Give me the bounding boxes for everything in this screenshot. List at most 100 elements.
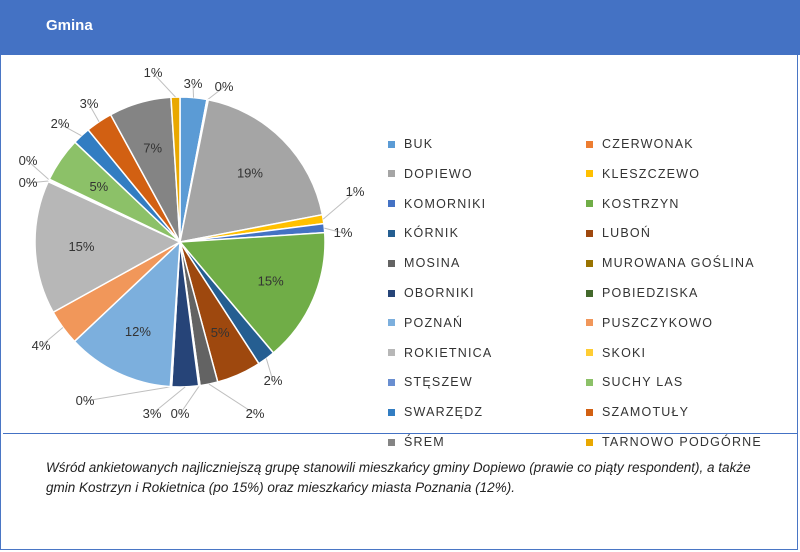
- legend-item: STĘSZEW: [388, 373, 473, 391]
- legend-item: ROKIETNICA: [388, 344, 492, 362]
- legend-label: TARNOWO PODGÓRNE: [602, 435, 762, 449]
- slice-label: 0%: [19, 153, 38, 168]
- legend-item: KOMORNIKI: [388, 195, 486, 213]
- leader-line: [192, 83, 195, 98]
- legend-label: SZAMOTUŁY: [602, 405, 690, 420]
- slice-label: 15%: [258, 274, 284, 289]
- chart-area: 3% 0% 19% 1% 1% 15% 2% 5% 2% 0% 3% 0% 12% 4% 15% 0% 0% 5%…: [3, 55, 797, 449]
- legend-swatch: [586, 200, 593, 208]
- pie-chart: 3% 0% 19% 1% 1% 15% 2% 5% 2% 0% 3% 0% 12% 4% 15% 0% 0% 5%…: [19, 65, 365, 421]
- leader-line: [152, 72, 176, 98]
- legend-swatch: [586, 229, 593, 237]
- legend-swatch: [388, 229, 395, 237]
- legend-label: DOPIEWO: [404, 166, 473, 181]
- legend-swatch: [388, 349, 395, 357]
- legend-item: MOSINA: [388, 254, 461, 272]
- legend-swatch: [586, 259, 593, 267]
- legend-label: KÓRNIK: [404, 226, 460, 241]
- legend-label: MUROWANA GOŚLINA: [602, 256, 755, 271]
- legend-swatch: [388, 259, 395, 267]
- legend-label: POZNAŃ: [404, 315, 464, 330]
- legend-item: DOPIEWO: [388, 165, 473, 183]
- legend-swatch: [586, 289, 593, 297]
- legend-swatch: [586, 438, 593, 446]
- leader-line: [265, 358, 274, 382]
- pie-slice-dopiewo: [179, 98, 324, 243]
- legend-swatch: [388, 200, 395, 208]
- leader-line: [59, 123, 82, 137]
- pie-slice-kostrzyn: [178, 231, 326, 354]
- legend-swatch: [586, 408, 593, 416]
- legend-swatch: [586, 378, 593, 386]
- legend-item: LUBOŃ: [586, 224, 651, 242]
- leader-line: [151, 386, 186, 415]
- slice-label: 7%: [143, 140, 162, 155]
- legend-label: ŚREM: [404, 435, 445, 449]
- slice-label: 0%: [215, 79, 234, 94]
- leader-line: [88, 103, 100, 122]
- legend-label: SUCHY LAS: [602, 375, 684, 390]
- legend-swatch: [388, 140, 395, 148]
- legend-label: KOMORNIKI: [404, 196, 487, 211]
- slice-label: 5%: [211, 325, 230, 340]
- legend-swatch: [586, 349, 593, 357]
- legend-label: BUK: [404, 137, 434, 151]
- legend-swatch: [586, 140, 593, 148]
- legend-item: KOSTRZYN: [586, 195, 680, 213]
- legend-swatch: [586, 319, 593, 327]
- legend-swatch: [388, 438, 395, 446]
- legend-item: TARNOWO PODGÓRNE: [586, 433, 762, 451]
- slice-label: 3%: [80, 96, 99, 111]
- pie-slice-rokietnica: [34, 180, 182, 314]
- legend-item: OBORNIKI: [388, 284, 475, 302]
- leader-line: [84, 386, 172, 402]
- slice-label: 0%: [171, 406, 190, 421]
- legend-item: POBIEDZISKA: [586, 284, 699, 302]
- leader-line: [27, 160, 50, 181]
- slice-label: 12%: [125, 324, 151, 339]
- legend-label: PUSZCZYKOWO: [602, 315, 714, 330]
- slice-label: 1%: [144, 65, 163, 80]
- legend-swatch: [388, 319, 395, 327]
- legend-item: SWARZĘDZ: [388, 403, 483, 421]
- leader-line: [322, 191, 356, 220]
- slice-label: 0%: [19, 175, 38, 190]
- leader-line: [324, 227, 344, 234]
- leader-line: [179, 385, 200, 415]
- legend-label: KOSTRZYN: [602, 196, 680, 211]
- legend-item: ŚREM: [388, 433, 445, 451]
- legend-label: MOSINA: [404, 256, 461, 271]
- leader-line: [207, 86, 225, 101]
- legend-item: SZAMOTUŁY: [586, 403, 689, 421]
- legend-label: CZERWONAK: [602, 137, 694, 151]
- legend-item: BUK: [388, 135, 433, 153]
- legend-label: OBORNIKI: [404, 286, 475, 300]
- slice-label: 3%: [143, 406, 162, 421]
- legend-item: CZERWONAK: [586, 135, 694, 153]
- legend-item: POZNAŃ: [388, 314, 463, 332]
- legend-label: LUBOŃ: [602, 226, 652, 241]
- pie-slice-poznań: [73, 240, 181, 388]
- slice-label: 4%: [32, 338, 51, 353]
- slice-label: 2%: [246, 406, 265, 421]
- leader-line: [27, 180, 49, 184]
- legend-swatch: [388, 378, 395, 386]
- legend-item: KLESZCZEWO: [586, 165, 700, 183]
- legend-label: ROKIETNICA: [404, 345, 493, 360]
- leader-line: [208, 383, 256, 415]
- legend-label: KLESZCZEWO: [602, 166, 701, 181]
- legend-label: SKOKI: [602, 345, 647, 360]
- legend-item: SKOKI: [586, 344, 646, 362]
- legend-swatch: [388, 170, 395, 178]
- slice-label: 1%: [346, 184, 365, 199]
- legend-item: PUSZCZYKOWO: [586, 314, 713, 332]
- legend-swatch: [586, 170, 593, 178]
- legend-label: STĘSZEW: [404, 375, 473, 390]
- legend-item: SUCHY LAS: [586, 373, 683, 391]
- legend-swatch: [388, 289, 395, 297]
- slice-label: 2%: [264, 373, 283, 388]
- slice-label: 1%: [334, 225, 353, 240]
- legend-item: KÓRNIK: [388, 224, 459, 242]
- legend-swatch: [388, 408, 395, 416]
- slice-label: 5%: [89, 179, 108, 194]
